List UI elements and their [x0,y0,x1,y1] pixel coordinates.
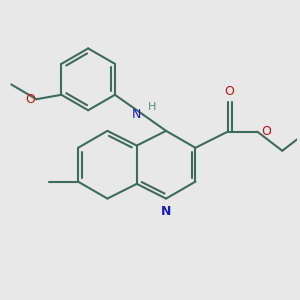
Text: H: H [148,102,157,112]
Text: O: O [25,93,35,106]
Text: O: O [224,85,234,98]
Text: N: N [161,205,171,218]
Text: O: O [261,125,271,138]
Text: N: N [132,108,142,121]
